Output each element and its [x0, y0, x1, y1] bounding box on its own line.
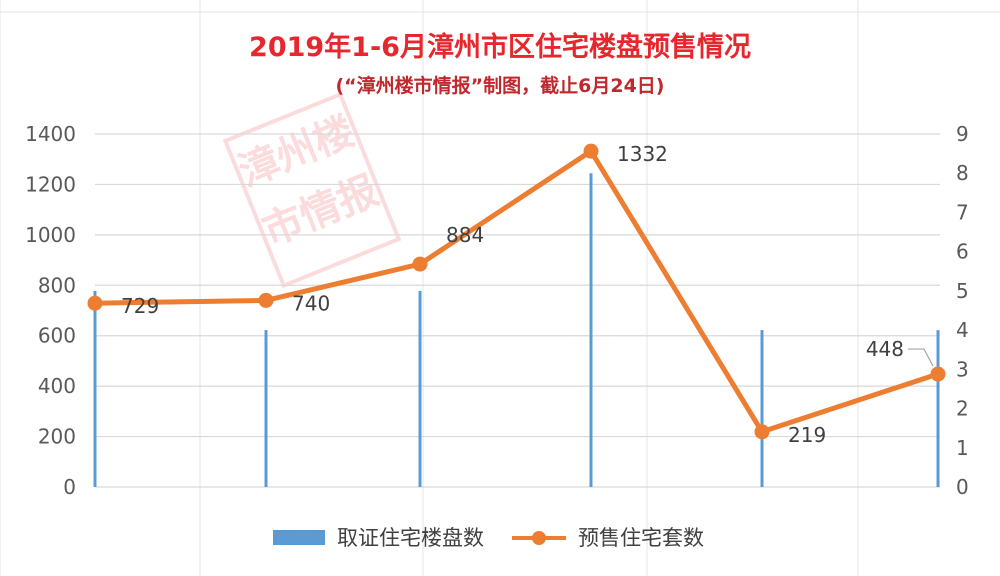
- line-point: [930, 366, 946, 382]
- data-label: 740: [292, 291, 330, 315]
- right-tick-label: 8: [956, 161, 969, 185]
- right-tick-label: 3: [956, 357, 969, 381]
- chart-title: 2019年1-6月漳州市区住宅楼盘预售情况: [249, 31, 751, 63]
- right-tick-label: 2: [956, 397, 969, 421]
- line-series: [87, 143, 946, 440]
- legend-swatch-marker: [532, 531, 546, 545]
- right-tick-label: 7: [956, 200, 969, 224]
- plot-gridlines: [95, 133, 940, 488]
- chart-subtitle: (“漳州楼市情报”制图，截止6月24日): [335, 74, 664, 97]
- bar-series: [93, 173, 940, 487]
- left-tick-label: 1200: [25, 172, 76, 196]
- right-axis-ticks: 0 1 2 3 4 5 6 7 8 9: [956, 122, 969, 499]
- left-tick-label: 1000: [25, 223, 76, 247]
- line-path: [94, 148, 939, 435]
- left-tick-label: 600: [38, 324, 76, 348]
- watermark-stamp: 漳州楼 市情报: [222, 91, 402, 289]
- data-label-leader: [908, 348, 934, 367]
- left-tick-label: 400: [38, 374, 76, 398]
- bar: [93, 290, 97, 487]
- bar: [264, 330, 268, 487]
- data-label: 448: [866, 337, 904, 361]
- data-label: 219: [788, 423, 826, 447]
- legend: 取证住宅楼盘数 预售住宅套数: [273, 526, 704, 550]
- left-axis-ticks: 0 200 400 600 800 1000 1200 1400: [25, 122, 76, 499]
- legend-label-bar: 取证住宅楼盘数: [337, 526, 484, 550]
- left-tick-label: 0: [63, 475, 76, 499]
- line-point: [583, 143, 599, 159]
- data-label: 884: [446, 223, 484, 247]
- right-tick-label: 1: [956, 436, 969, 460]
- left-tick-label: 1400: [25, 122, 76, 146]
- line-point: [754, 424, 770, 440]
- line-point: [87, 295, 103, 311]
- line-point: [258, 292, 274, 308]
- line-point: [412, 256, 428, 272]
- data-label: 729: [121, 294, 159, 318]
- data-labels: 729 740 884 1332 219 448: [121, 142, 934, 447]
- right-tick-label: 6: [956, 240, 969, 264]
- bar: [418, 290, 422, 487]
- legend-label-line: 预售住宅套数: [578, 526, 704, 550]
- bar: [936, 330, 940, 487]
- left-tick-label: 200: [38, 425, 76, 449]
- legend-swatch-bar: [273, 530, 325, 545]
- bar: [589, 173, 593, 487]
- data-label: 1332: [617, 142, 668, 166]
- left-tick-label: 800: [38, 273, 76, 297]
- right-tick-label: 5: [956, 279, 969, 303]
- right-tick-label: 4: [956, 318, 969, 342]
- bar: [760, 330, 764, 487]
- right-tick-label: 0: [956, 475, 969, 499]
- right-tick-label: 9: [956, 122, 969, 146]
